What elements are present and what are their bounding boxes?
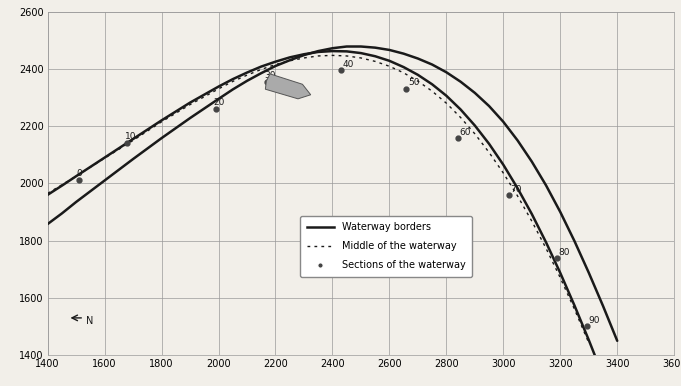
Text: 70: 70 — [511, 185, 522, 194]
Text: 90: 90 — [589, 316, 600, 325]
Polygon shape — [266, 74, 311, 99]
Text: 60: 60 — [459, 128, 471, 137]
Legend: Waterway borders, Middle of the waterway, Sections of the waterway: Waterway borders, Middle of the waterway… — [300, 216, 473, 277]
Text: 30: 30 — [265, 71, 276, 80]
Text: 10: 10 — [125, 132, 137, 141]
Text: 20: 20 — [213, 98, 225, 107]
Text: N: N — [86, 316, 93, 326]
Text: 40: 40 — [343, 60, 354, 69]
Text: 0: 0 — [77, 169, 82, 178]
Text: 80: 80 — [559, 248, 571, 257]
Text: 50: 50 — [408, 78, 419, 88]
